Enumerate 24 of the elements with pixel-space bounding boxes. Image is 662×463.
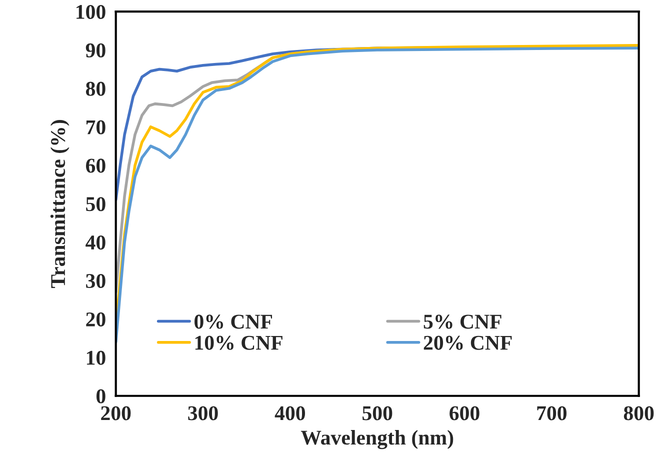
x-tick-label: 500 xyxy=(362,406,392,420)
x-tick-label: 600 xyxy=(450,406,480,420)
x-tick-label: 400 xyxy=(274,406,306,420)
y-tick-label: 0 xyxy=(96,389,106,404)
x-tick-label: 200 xyxy=(101,406,131,420)
legend-label: 5% CNF xyxy=(424,314,502,329)
legend-label: 20% CNF xyxy=(424,336,512,350)
y-tick-label: 50 xyxy=(86,197,106,212)
y-tick-label: 20 xyxy=(86,312,106,326)
x-tick-label: 700 xyxy=(537,406,566,420)
y-tick-label: 10 xyxy=(86,350,106,365)
y-axis-title: Transmittance (%) xyxy=(50,120,70,288)
x-axis-title: Wavelength (nm) xyxy=(300,430,454,450)
y-tick-label: 70 xyxy=(86,120,106,134)
legend-label: 10% CNF xyxy=(195,336,282,350)
legend-label: 0% CNF xyxy=(194,314,272,329)
x-tick-label: 300 xyxy=(188,406,218,420)
y-tick-label: 40 xyxy=(86,236,106,250)
y-tick-label: 60 xyxy=(86,158,106,173)
y-tick-label: 90 xyxy=(86,43,106,58)
x-tick-label: 800 xyxy=(624,406,654,420)
y-tick-label: 100 xyxy=(76,4,106,20)
y-tick-label: 80 xyxy=(86,82,106,96)
y-tick-label: 30 xyxy=(86,274,106,288)
